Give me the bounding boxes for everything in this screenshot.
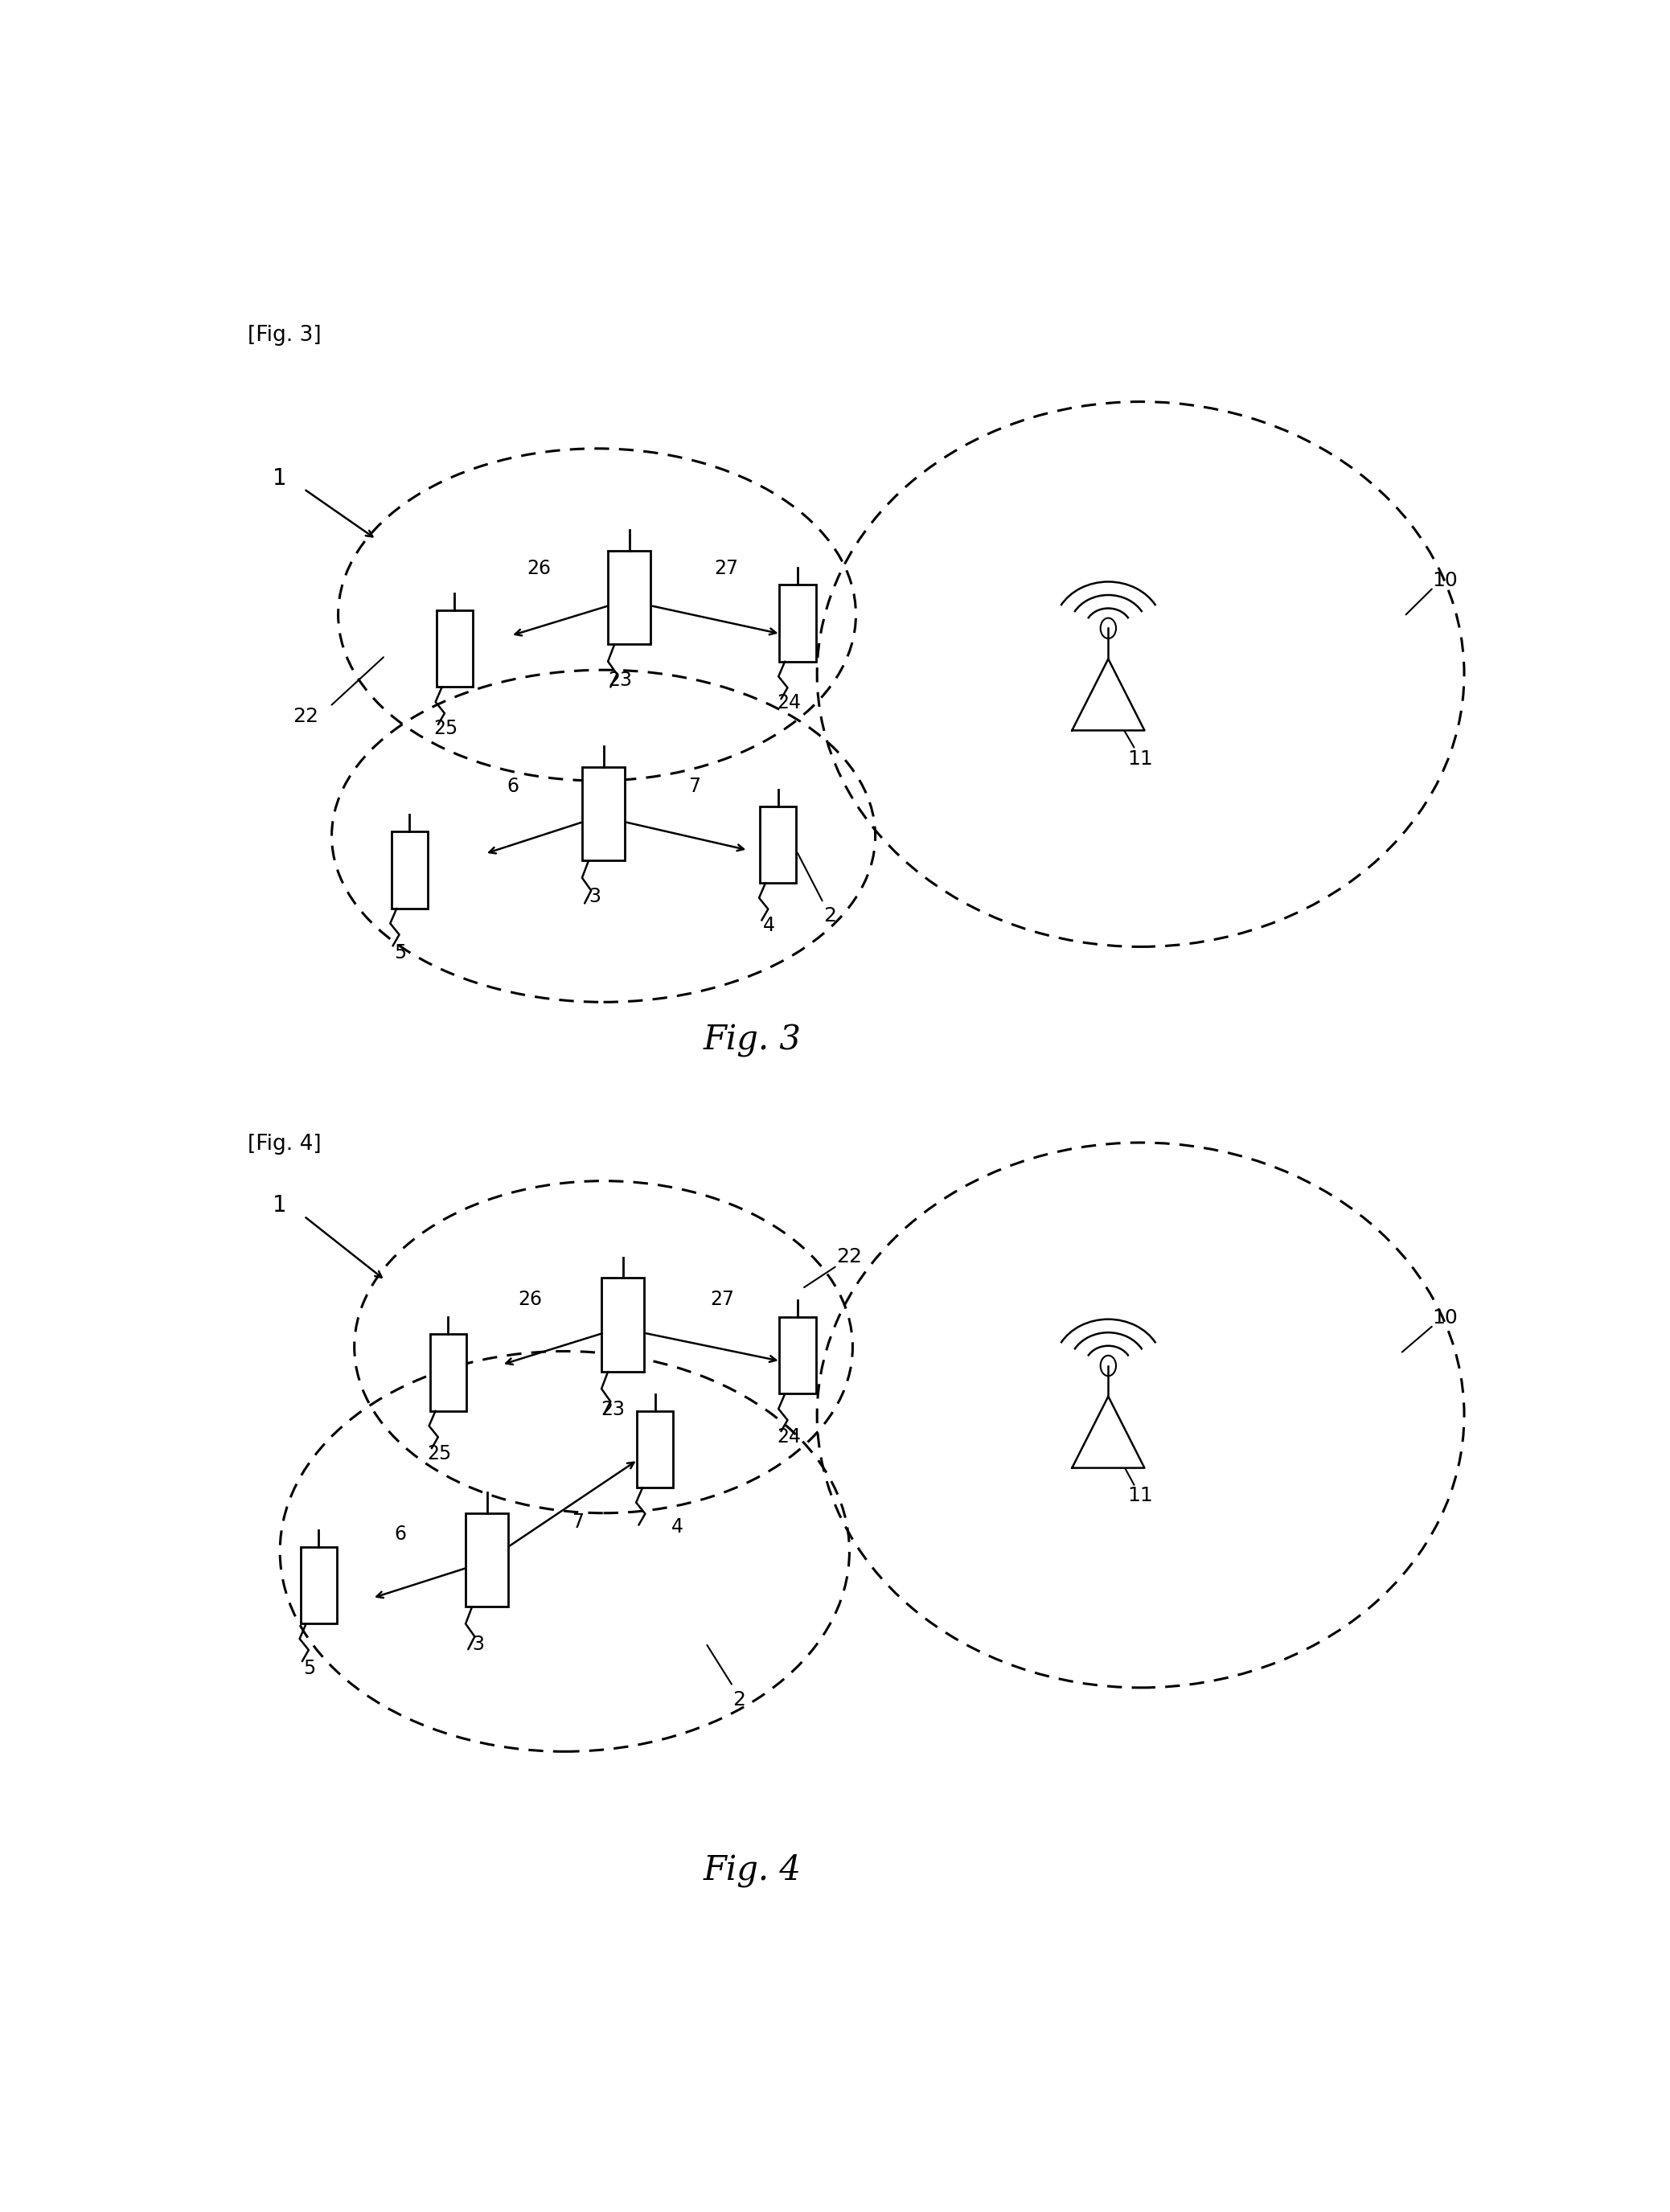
Text: 27: 27 <box>710 1290 735 1310</box>
Bar <box>760 805 797 883</box>
Text: 27: 27 <box>715 560 738 577</box>
Text: 26: 26 <box>518 1290 541 1310</box>
Text: Fig. 3: Fig. 3 <box>703 1024 802 1057</box>
Polygon shape <box>1072 1396 1144 1469</box>
Bar <box>601 1279 645 1371</box>
Text: 25: 25 <box>428 1444 451 1464</box>
Bar <box>431 1334 466 1411</box>
Text: 22: 22 <box>292 708 319 726</box>
Text: Fig. 4: Fig. 4 <box>703 1854 802 1887</box>
Text: 2: 2 <box>823 907 837 927</box>
Bar <box>638 1411 673 1486</box>
Text: 1: 1 <box>272 467 287 489</box>
Text: 6: 6 <box>394 1524 406 1544</box>
Text: 6: 6 <box>508 776 519 796</box>
Text: 24: 24 <box>777 1427 800 1447</box>
Bar <box>583 768 625 860</box>
Text: 4: 4 <box>763 916 775 936</box>
Text: 4: 4 <box>671 1517 683 1537</box>
Bar <box>466 1513 508 1606</box>
Text: 23: 23 <box>608 670 633 690</box>
Bar <box>780 584 815 661</box>
Polygon shape <box>1072 659 1144 730</box>
Text: 5: 5 <box>394 942 406 962</box>
Text: 3: 3 <box>473 1635 484 1655</box>
Text: 11: 11 <box>1127 1486 1154 1504</box>
Text: 3: 3 <box>588 887 601 907</box>
Text: 10: 10 <box>1431 1307 1458 1327</box>
Text: 23: 23 <box>601 1400 625 1420</box>
Text: 2: 2 <box>733 1690 746 1710</box>
Bar <box>608 551 651 644</box>
Text: 26: 26 <box>526 560 551 577</box>
Text: [Fig. 4]: [Fig. 4] <box>247 1135 321 1155</box>
Text: [Fig. 3]: [Fig. 3] <box>247 325 321 345</box>
Text: 22: 22 <box>837 1248 862 1267</box>
Text: 5: 5 <box>304 1659 316 1679</box>
Text: 24: 24 <box>777 692 800 712</box>
Bar <box>436 611 473 688</box>
Text: 25: 25 <box>434 719 458 739</box>
Text: 10: 10 <box>1431 571 1458 591</box>
Text: 7: 7 <box>688 776 700 796</box>
Text: 11: 11 <box>1127 750 1154 770</box>
Bar <box>301 1546 337 1624</box>
Bar <box>391 832 428 909</box>
Text: 1: 1 <box>272 1194 287 1217</box>
Bar <box>780 1316 815 1394</box>
Text: 7: 7 <box>571 1513 583 1533</box>
